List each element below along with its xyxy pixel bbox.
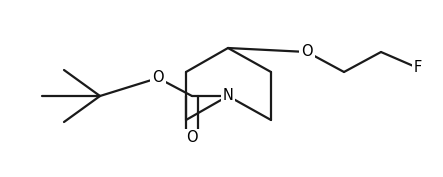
- Text: F: F: [414, 61, 422, 76]
- Text: N: N: [222, 88, 233, 104]
- Text: O: O: [152, 70, 164, 85]
- Text: O: O: [301, 44, 313, 59]
- Text: O: O: [186, 130, 198, 145]
